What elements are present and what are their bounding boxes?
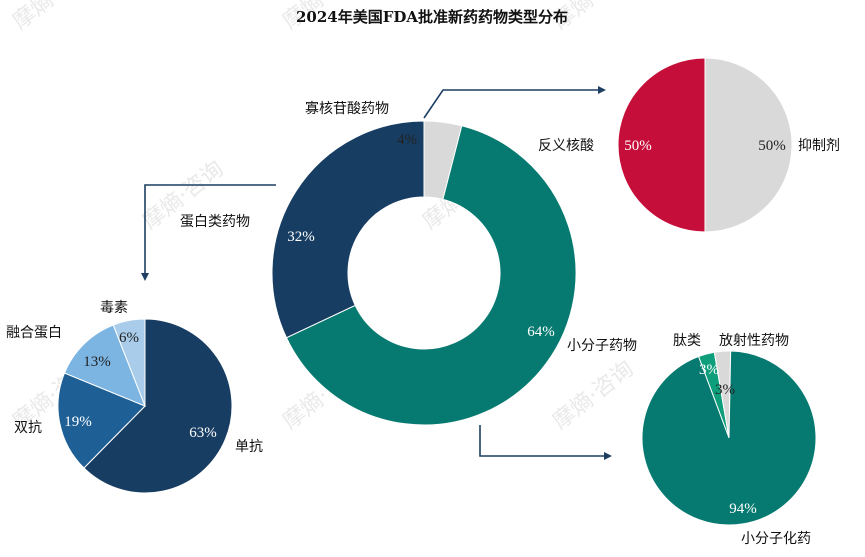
protein-slice-3 <box>112 318 146 407</box>
main-donut-chart <box>271 120 577 426</box>
main-slice-0 <box>285 125 577 426</box>
connector-arrows <box>141 86 612 460</box>
pct-toxin: 6% <box>119 330 139 346</box>
pct-small-chem-drug: 94% <box>729 501 757 517</box>
protein-slice-1 <box>57 372 146 469</box>
label-inhibitor: 抑制剂 <box>798 138 840 154</box>
pct-antisense: 50% <box>624 138 652 154</box>
label-small-molecule-drug: 小分子药物 <box>567 338 637 354</box>
chart-title: 2024年美国FDA批准新药药物类型分布 <box>296 8 568 26</box>
label-peptide: 肽类 <box>673 333 701 349</box>
main-slice-1 <box>271 120 425 339</box>
label-toxin: 毒素 <box>100 300 128 316</box>
pct-bispecific: 19% <box>64 414 92 430</box>
watermark-text: 摩熵·咨询 <box>8 0 98 35</box>
small-molecule-pie-chart <box>641 350 817 526</box>
label-antisense: 反义核酸 <box>538 138 594 154</box>
protein-slice-2 <box>63 324 146 407</box>
pct-radiopharma: 3% <box>715 382 735 398</box>
label-bispecific: 双抗 <box>14 420 42 436</box>
protein-slice-0 <box>83 318 233 494</box>
pct-protein-drug: 32% <box>287 229 315 245</box>
pct-inhibitor: 50% <box>758 138 786 154</box>
small-slice-0 <box>641 350 817 526</box>
label-monoclonal: 单抗 <box>235 439 263 455</box>
pct-small-molecule-drug: 64% <box>527 324 555 340</box>
oligo-slice-1 <box>617 57 706 233</box>
label-radiopharma: 放射性药物 <box>719 333 789 349</box>
label-fusion-protein: 融合蛋白 <box>6 325 62 341</box>
oligo-slice-0 <box>704 57 793 233</box>
oligo-pie-chart <box>617 57 793 233</box>
label-small-chem-drug: 小分子化药 <box>741 531 811 547</box>
label-oligo-drug: 寡核苷酸药物 <box>305 100 389 117</box>
watermark-text: 摩熵·咨询 <box>548 357 638 435</box>
pct-peptide: 3% <box>699 362 719 378</box>
label-protein-drug: 蛋白类药物 <box>180 214 250 230</box>
arrow-to-protein <box>141 184 276 281</box>
pct-fusion-protein: 13% <box>83 354 111 370</box>
protein-pie-chart <box>57 318 233 494</box>
pct-oligo-drug: 4% <box>397 132 417 148</box>
arrow-to-oligo <box>423 86 606 119</box>
arrow-to-small <box>479 425 612 460</box>
pct-monoclonal: 63% <box>189 425 217 441</box>
